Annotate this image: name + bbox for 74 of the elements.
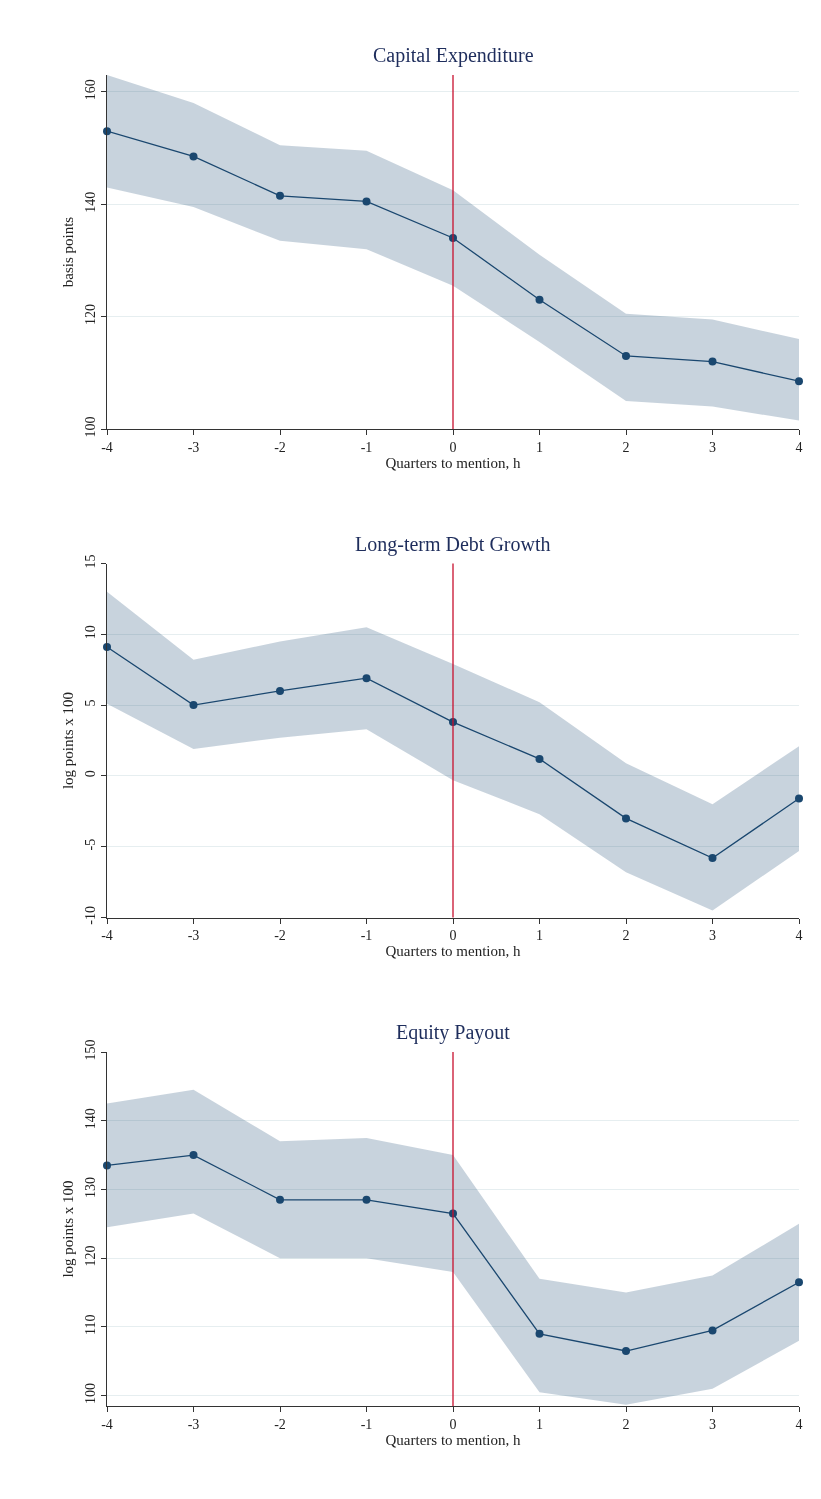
x-tick-label: -3 <box>187 1416 200 1432</box>
x-axis-title: Quarters to mention, h <box>385 1431 521 1448</box>
x-tick-label: 1 <box>536 439 543 455</box>
x-tick-label: -2 <box>274 1416 286 1432</box>
y-tick-label: 120 <box>83 304 99 326</box>
y-axis-title: log points x 100 <box>59 691 76 790</box>
point <box>795 377 803 386</box>
y-tick-label: -5 <box>83 838 99 851</box>
point <box>535 295 544 304</box>
x-tick-label: 3 <box>709 1416 716 1432</box>
y-tick-label: 0 <box>83 770 99 778</box>
point <box>535 754 544 763</box>
point <box>362 197 371 206</box>
x-tick-label: -3 <box>187 928 200 944</box>
y-axis-title: log points x 100 <box>59 1180 76 1278</box>
point <box>622 1347 630 1356</box>
x-tick-label: 3 <box>709 439 716 455</box>
x-tick-label: 1 <box>536 928 543 944</box>
x-tick-label: -4 <box>101 439 113 455</box>
x-tick-label: -4 <box>101 928 113 944</box>
y-tick-label: 100 <box>83 1383 99 1405</box>
x-tick-label: 2 <box>622 439 630 455</box>
point <box>622 351 630 360</box>
point <box>362 674 371 683</box>
point <box>276 1195 284 1204</box>
x-tick-label: 4 <box>795 439 803 455</box>
x-tick-label: 0 <box>449 928 457 944</box>
point <box>276 191 284 200</box>
point <box>535 1329 544 1338</box>
y-tick-label: -10 <box>83 906 99 925</box>
y-tick-label: 110 <box>83 1314 99 1336</box>
point <box>103 1161 111 1170</box>
y-tick-label: 130 <box>83 1176 99 1198</box>
point <box>795 794 803 803</box>
y-tick-label: 140 <box>83 191 99 213</box>
x-tick-label: -2 <box>274 928 286 944</box>
x-tick-label: -1 <box>360 439 373 455</box>
point <box>708 357 717 366</box>
x-tick-label: -1 <box>360 928 373 944</box>
y-axis-title: basis points <box>59 216 76 288</box>
x-tick-label: 0 <box>449 1416 457 1432</box>
x-axis-title: Quarters to mention, h <box>385 454 521 471</box>
chart-title: Equity Payout <box>396 1021 511 1044</box>
y-tick-label: 120 <box>83 1245 99 1267</box>
chart-title: Long-term Debt Growth <box>355 533 551 556</box>
y-tick-label: 150 <box>83 1039 99 1061</box>
y-tick-label: 160 <box>83 79 99 101</box>
point <box>795 1278 803 1287</box>
x-tick-label: -1 <box>360 1416 373 1432</box>
y-tick-label: 10 <box>83 625 99 640</box>
point <box>362 1195 371 1204</box>
point <box>622 814 630 823</box>
point <box>189 1151 198 1160</box>
x-tick-label: 0 <box>449 439 457 455</box>
x-tick-label: 2 <box>622 928 630 944</box>
point <box>189 152 198 161</box>
y-tick-label: 15 <box>83 554 99 569</box>
point <box>708 1326 717 1335</box>
y-tick-label: 5 <box>83 699 99 707</box>
point <box>276 686 284 695</box>
point <box>708 854 717 863</box>
x-tick-label: 1 <box>536 1416 543 1432</box>
x-tick-label: 3 <box>709 928 716 944</box>
point <box>189 701 198 710</box>
x-tick-label: -3 <box>187 439 200 455</box>
x-tick-label: 4 <box>795 928 803 944</box>
chart-title: Capital Expenditure <box>373 44 534 67</box>
x-tick-label: 4 <box>795 1416 803 1432</box>
y-tick-label: 100 <box>83 416 99 438</box>
x-tick-label: -2 <box>274 439 286 455</box>
x-tick-label: -4 <box>101 1416 113 1432</box>
x-tick-label: 2 <box>622 1416 630 1432</box>
y-tick-label: 140 <box>83 1108 99 1130</box>
x-axis-title: Quarters to mention, h <box>385 943 521 960</box>
